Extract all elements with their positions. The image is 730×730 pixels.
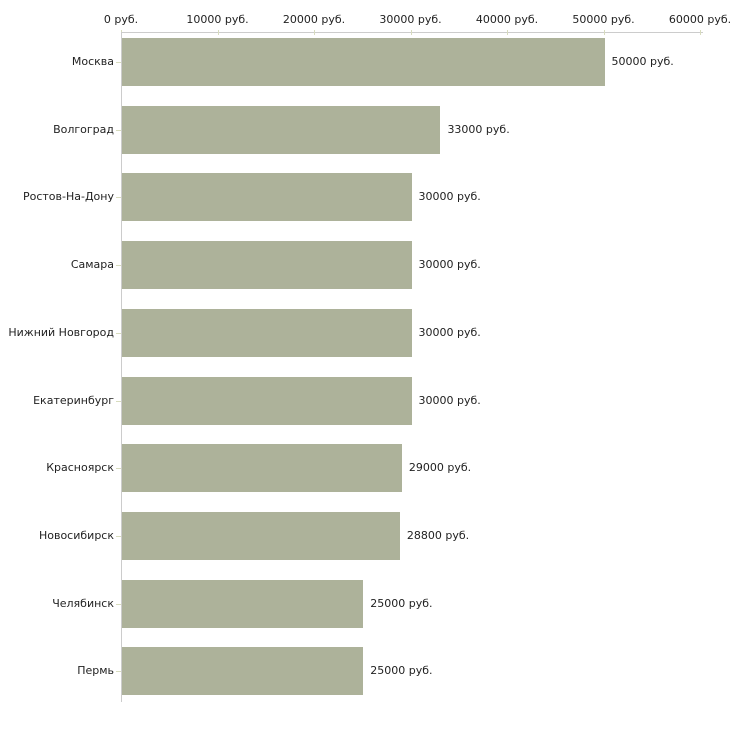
x-tick-mark <box>603 30 605 35</box>
x-tick-label: 20000 руб. <box>282 13 346 26</box>
bar <box>122 376 412 425</box>
bar <box>122 647 364 696</box>
y-tick-mark <box>116 603 121 605</box>
value-label: 30000 руб. <box>418 258 481 272</box>
y-tick-mark <box>116 62 121 63</box>
value-label: 28800 руб. <box>406 528 470 542</box>
y-tick-mark <box>116 671 121 673</box>
bar <box>122 579 364 628</box>
y-axis-line <box>121 32 122 702</box>
category-label: Новосибирск <box>38 528 114 542</box>
x-tick-label: 10000 руб. <box>186 13 249 26</box>
category-label: Челябинск <box>52 596 114 610</box>
x-tick-label: 0 руб. <box>103 13 139 26</box>
value-label: 30000 руб. <box>418 393 481 407</box>
bar <box>122 105 441 154</box>
x-tick-mark <box>217 30 219 35</box>
x-tick-label: 60000 руб. <box>668 13 730 26</box>
bar <box>122 511 400 560</box>
x-axis-line <box>121 32 703 33</box>
y-tick-mark <box>116 129 121 131</box>
x-tick-mark <box>507 30 508 35</box>
category-label: Самара <box>70 258 114 272</box>
category-label: Красноярск <box>46 461 114 475</box>
x-tick-label: 40000 руб. <box>475 13 539 26</box>
category-label: Нижний Новгород <box>8 325 114 339</box>
x-tick-label: 30000 руб. <box>379 13 442 26</box>
y-tick-mark <box>116 197 121 199</box>
category-label: Екатеринбург <box>33 393 114 407</box>
value-label: 25000 руб. <box>370 596 433 610</box>
category-label: Ростов-На-Дону <box>22 190 114 204</box>
category-label: Волгоград <box>53 122 114 136</box>
bar <box>122 308 412 357</box>
category-label: Москва <box>71 55 114 68</box>
category-label: Пермь <box>77 664 114 678</box>
value-label: 25000 руб. <box>370 664 433 678</box>
bar <box>122 444 402 493</box>
value-label: 30000 руб. <box>418 190 481 204</box>
value-label: 50000 руб. <box>611 55 674 68</box>
x-tick-mark <box>700 30 701 35</box>
y-tick-mark <box>116 265 121 267</box>
bar <box>122 173 412 222</box>
value-label: 29000 руб. <box>408 461 472 475</box>
y-tick-mark <box>116 332 121 334</box>
x-tick-label: 50000 руб. <box>572 13 635 26</box>
y-tick-mark <box>116 400 121 402</box>
bar <box>122 241 412 290</box>
value-label: 30000 руб. <box>418 325 481 339</box>
y-tick-mark <box>116 535 121 537</box>
x-tick-mark <box>410 30 412 35</box>
value-label: 33000 руб. <box>447 122 510 136</box>
x-tick-mark <box>314 30 315 35</box>
y-tick-mark <box>116 468 121 470</box>
bar <box>122 38 605 86</box>
